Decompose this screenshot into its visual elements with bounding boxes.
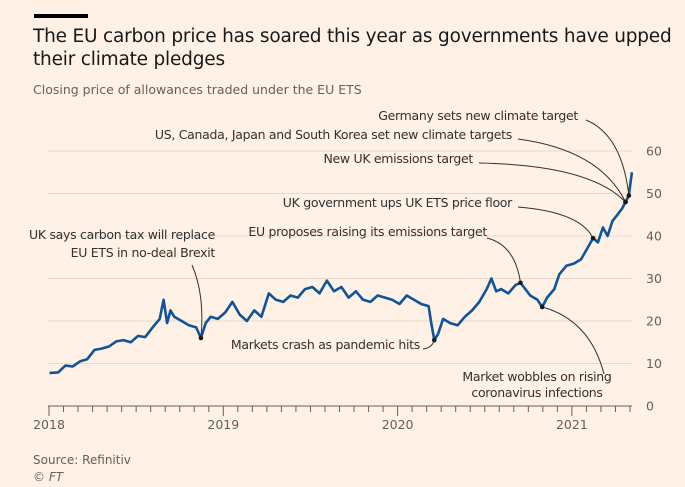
annotation-dot	[431, 337, 437, 343]
annotation-label: Market wobbles on rising coronavirus infe…	[462, 369, 611, 400]
y-tick-label: 20	[646, 314, 662, 329]
ft-credit: © FT	[33, 470, 64, 484]
x-tick-label: 2019	[207, 417, 239, 432]
annotation-dot	[626, 193, 632, 198]
annotation-dot	[623, 199, 628, 205]
y-tick-label: 30	[646, 271, 662, 286]
annotation-leader	[517, 206, 594, 239]
annotation-label: US, Canada, Japan and South Korea set ne…	[155, 127, 512, 142]
ft-header-bar	[34, 14, 88, 18]
annotation-leader	[517, 138, 626, 203]
y-tick-label: 0	[646, 399, 654, 414]
annotation-leader	[486, 237, 521, 283]
annotation-label: Germany sets new climate target	[378, 108, 578, 123]
annotation-leader	[191, 264, 203, 339]
price-line	[49, 172, 634, 375]
y-tick-label: 60	[646, 144, 662, 159]
chart-title: The EU carbon price has soared this year…	[33, 26, 672, 70]
annotation-label: UK says carbon tax will replace EU ETS in…	[29, 227, 216, 260]
annotation-dot	[518, 280, 523, 286]
source-note: Source: Refinitiv	[33, 453, 131, 467]
x-tick-label: 2018	[33, 417, 65, 432]
annotation-label: UK government ups UK ETS price floor	[283, 195, 513, 210]
annotation-dot	[198, 335, 204, 341]
annotation-label: New UK emissions target	[323, 151, 473, 166]
x-tick-label: 2020	[382, 417, 414, 432]
annotation-leader	[585, 119, 630, 196]
y-tick-label: 10	[646, 356, 662, 371]
annotation-dot	[539, 304, 545, 310]
y-tick-label: 40	[646, 229, 662, 244]
annotation-dot	[590, 235, 596, 241]
annotation-leader	[542, 306, 605, 375]
y-tick-label: 50	[646, 186, 662, 201]
annotation-label: EU proposes raising its emissions target	[248, 224, 487, 239]
annotation-label: Markets crash as pandemic hits	[231, 337, 420, 352]
annotation-leader	[478, 162, 626, 203]
x-tick-label: 2021	[556, 417, 588, 432]
chart-subtitle: Closing price of allowances traded under…	[33, 82, 362, 97]
